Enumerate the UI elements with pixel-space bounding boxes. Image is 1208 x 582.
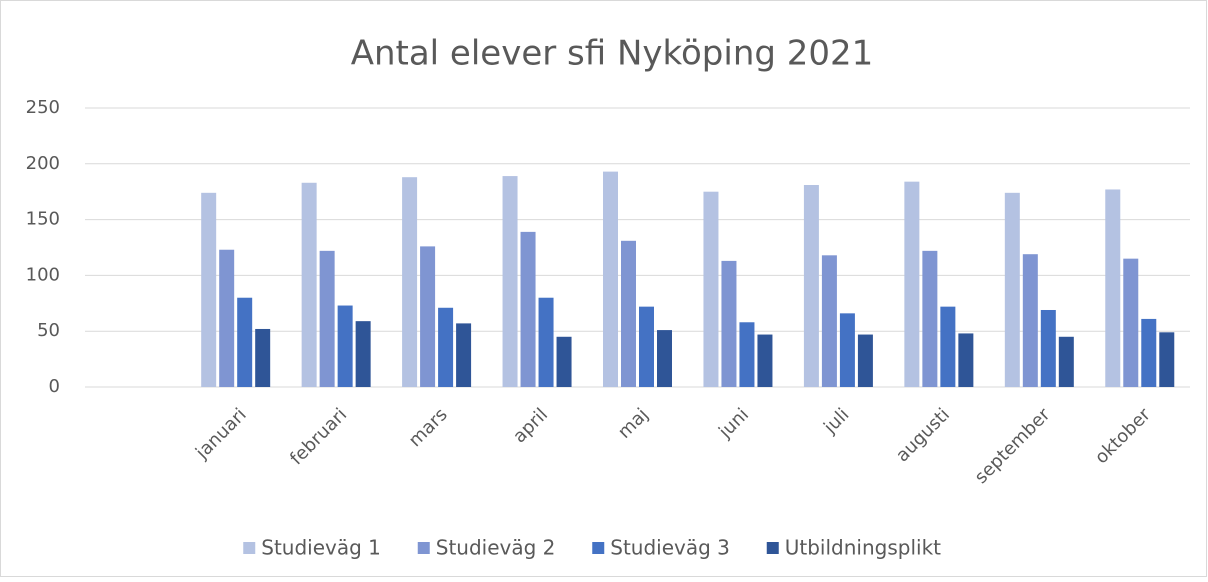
legend-swatch — [417, 542, 430, 554]
bar — [319, 250, 335, 387]
y-tick-label: 100 — [26, 264, 60, 285]
bar — [904, 181, 920, 387]
legend-label: Utbildningsplikt — [785, 536, 941, 560]
bar — [803, 185, 819, 387]
y-tick-label: 0 — [49, 376, 60, 397]
bar — [657, 330, 672, 387]
bar — [237, 297, 253, 387]
y-tick-label: 150 — [26, 209, 60, 230]
bar — [438, 307, 454, 387]
bar — [639, 306, 654, 387]
bar — [857, 334, 873, 387]
bar — [721, 260, 737, 387]
y-tick-label: 200 — [26, 153, 60, 174]
bar — [1123, 258, 1139, 387]
bar — [337, 305, 353, 387]
bar — [922, 250, 938, 387]
bar — [603, 171, 618, 387]
bar — [1159, 332, 1175, 387]
bar — [1058, 336, 1074, 387]
bar — [839, 313, 855, 387]
legend-label: Studieväg 1 — [261, 536, 381, 560]
legend-label: Studieväg 2 — [436, 536, 556, 560]
bar — [940, 306, 956, 387]
bar — [301, 182, 317, 387]
chart-title: Antal elever sfi Nyköping 2021 — [351, 34, 874, 74]
bar — [502, 176, 518, 387]
legend-swatch — [243, 542, 256, 554]
legend-label: Studieväg 3 — [610, 536, 730, 560]
bar — [1105, 189, 1121, 387]
bar — [1040, 309, 1056, 387]
bar — [538, 297, 554, 387]
bar — [556, 336, 572, 387]
bar — [255, 328, 271, 387]
y-tick-label: 50 — [37, 320, 60, 341]
bar — [1022, 254, 1038, 387]
bar — [621, 240, 636, 387]
bar — [402, 177, 418, 387]
bar — [821, 255, 837, 387]
bar — [355, 321, 371, 387]
bar — [739, 322, 755, 387]
bar — [420, 246, 436, 387]
bar — [1141, 318, 1157, 387]
bar — [703, 191, 719, 387]
bar — [958, 333, 974, 387]
y-tick-label: 250 — [26, 97, 60, 118]
legend-swatch — [592, 542, 605, 554]
bar — [201, 192, 217, 387]
bar — [1004, 192, 1020, 387]
bar — [456, 323, 472, 387]
bar — [757, 334, 773, 387]
bar — [219, 249, 235, 387]
bar — [520, 231, 536, 387]
legend-swatch — [766, 542, 779, 554]
